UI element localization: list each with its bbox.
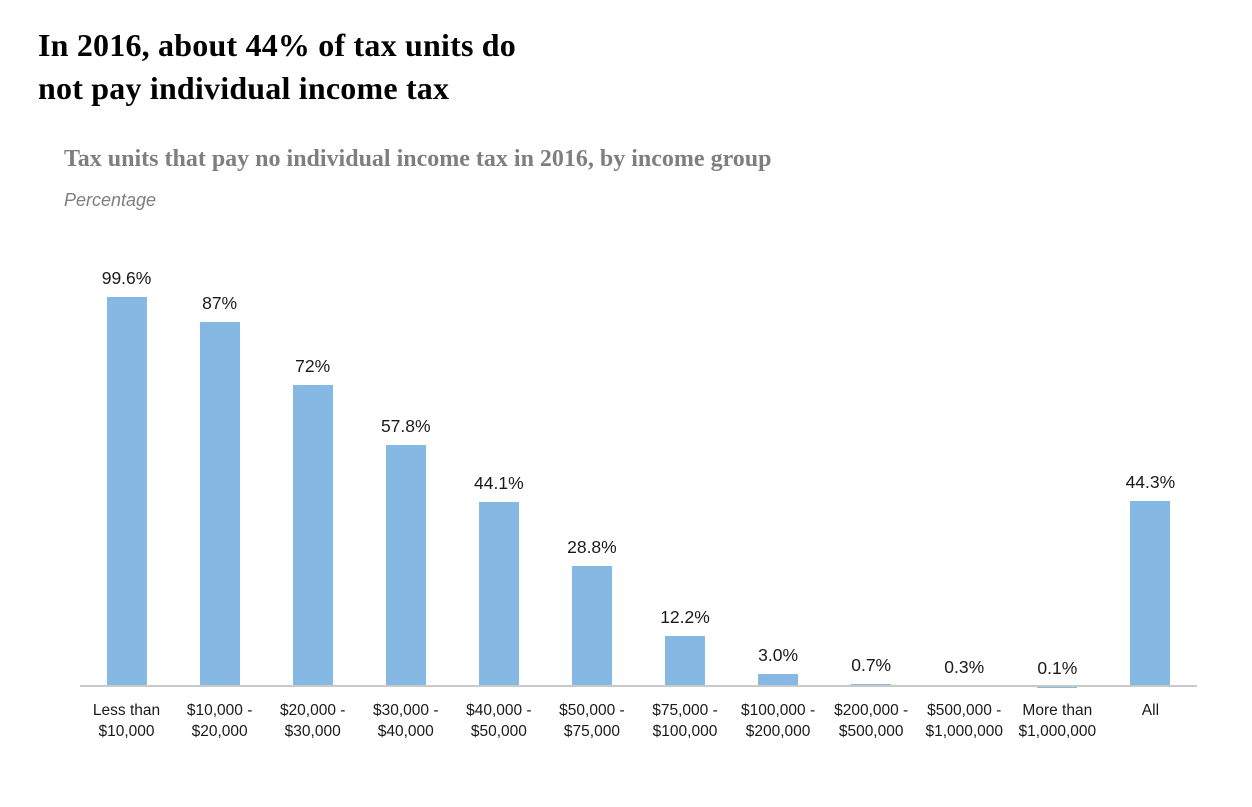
category-label: $75,000 - $100,000 [652,702,718,740]
bar-column: 28.8% [545,268,638,687]
category-label: $100,000 - $200,000 [741,702,816,740]
bar-column: 0.1% [1011,268,1104,687]
category-label: More than $1,000,000 [1018,702,1097,740]
page-title: In 2016, about 44% of tax units do not p… [38,27,517,106]
bar-chart: 99.6% 87% 72% 57.8% 44.1% 28.8% 12.2% 3.0% 0.7% 0… [80,0,1197,807]
bar-column: 57.8% [359,268,452,687]
bar-column: 0.7% [825,268,918,687]
y-axis-unit-label: Percentage [64,190,157,210]
category-label: $200,000 - $500,000 [834,702,909,740]
bar-value-label: 44.3% [1125,472,1176,493]
bar-column: 3.0% [732,268,825,687]
bar-value-label: 57.8% [380,415,431,436]
bar [665,635,705,687]
plot-area: 99.6% 87% 72% 57.8% 44.1% 28.8% 12.2% 3.0% 0.7% 0… [80,268,1197,687]
category-label: $30,000 - $40,000 [373,702,439,740]
category-label: $20,000 - $30,000 [279,702,346,740]
bar-column: 87% [173,268,266,687]
chart-subtitle: Tax units that pay no individual income … [64,146,772,172]
bar-value-label: 0.3% [944,656,985,677]
category-label: $500,000 - $1,000,000 [925,702,1004,740]
bar-column: 44.3% [1104,268,1197,687]
bar [292,385,333,687]
bar [1130,501,1171,687]
bar [478,502,519,687]
bar [199,322,240,687]
bar-value-label: 28.8% [567,537,617,558]
bar-value-label: 87% [202,293,238,314]
bar [758,674,799,687]
category-label: Less than $10,000 [92,702,161,740]
bar-column: 72% [266,268,359,687]
bar-value-label: 72% [295,356,331,377]
category-label: $10,000 - $20,000 [186,702,253,740]
bar-value-label: 99.6% [101,268,152,288]
bar-column: 99.6% [80,268,173,687]
category-label: $40,000 - $50,000 [466,702,532,740]
bar [385,444,426,687]
bar [106,297,147,687]
bar-value-label: 44.1% [474,473,524,494]
x-axis-category-labels: Less than $10,000 $10,000 - $20,000 $20,00… [80,700,1197,742]
bar [571,566,612,687]
bar-value-label: 0.7% [851,655,892,676]
bar-value-label: 3.0% [758,645,799,666]
x-axis-line [80,685,1197,687]
category-label: All [1141,702,1160,719]
bar-column: 12.2% [638,268,731,687]
bar-value-label: 12.2% [660,606,710,627]
bar-column: 44.1% [452,268,545,687]
category-label: $50,000 - $75,000 [559,702,625,740]
bar-column: 0.3% [918,268,1011,687]
bar-value-label: 0.1% [1037,657,1078,678]
